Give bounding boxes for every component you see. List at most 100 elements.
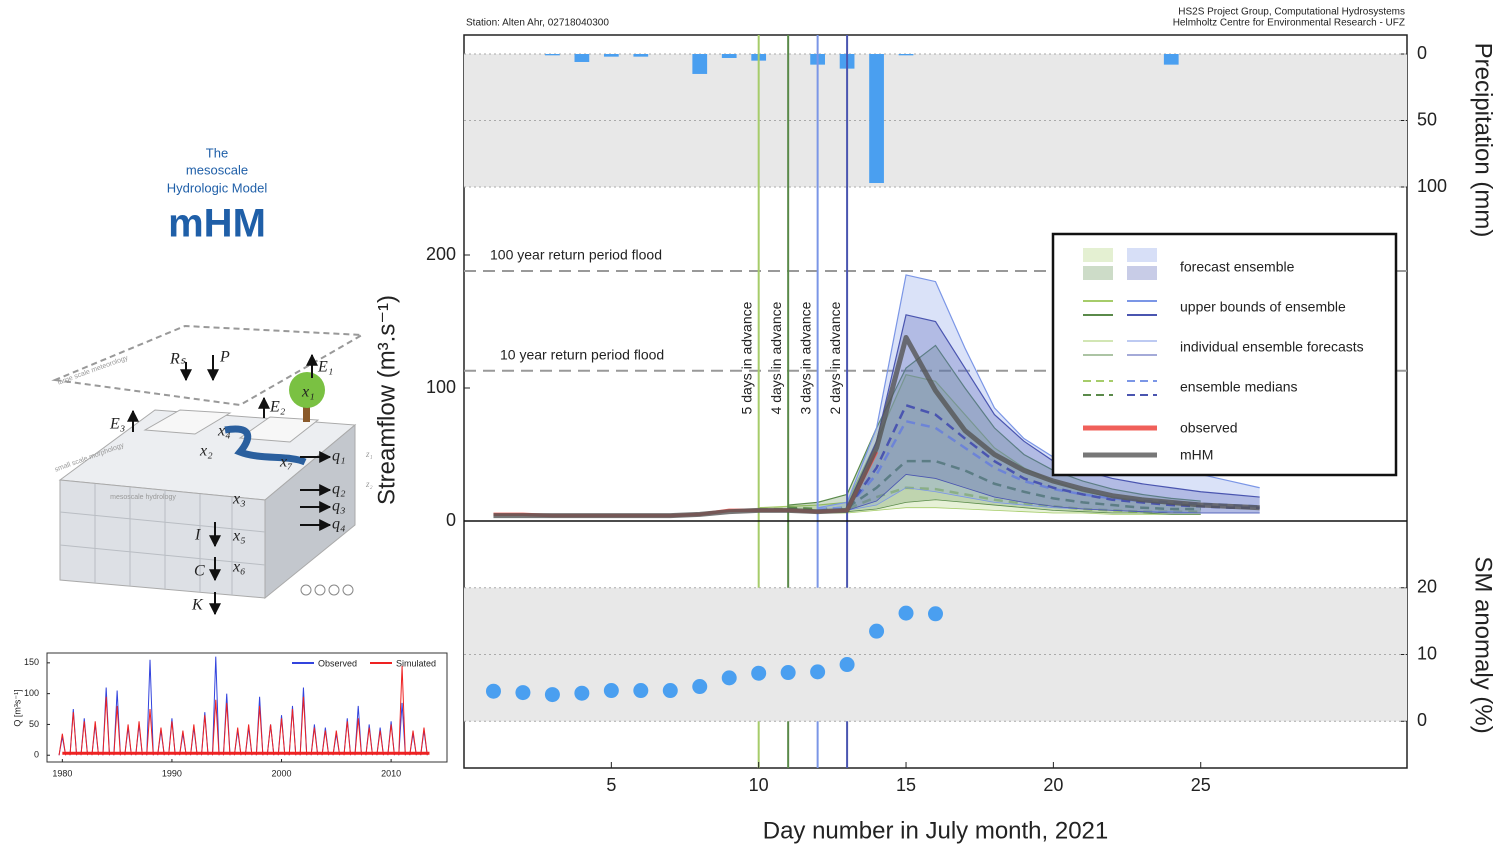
sm-point [662, 683, 678, 699]
diagram-note: large scale meteorology [57, 354, 130, 386]
ensemble-band [817, 274, 1260, 514]
flow-spike [91, 721, 100, 756]
legend-label: individual ensemble forecasts [1180, 339, 1364, 355]
y-axis-label: Precipitation (mm) [1470, 43, 1497, 238]
flow-spike [80, 721, 89, 756]
diagram-label: x₂ [199, 443, 213, 460]
license-icon [300, 584, 312, 596]
y-tick-label: 0 [1417, 43, 1427, 63]
logo-text: The [206, 145, 228, 160]
diagram-label: x₃ [232, 491, 246, 508]
sm-point [869, 623, 885, 639]
precip-bar [633, 54, 649, 57]
flow-spike [190, 724, 198, 756]
flow-spike [146, 659, 154, 756]
y-tick-label: 150 [24, 657, 39, 667]
inset-frame [46, 652, 448, 763]
x-tick-label: 10 [749, 775, 769, 795]
ensemble-lower [817, 487, 1260, 514]
x-tick-label: 15 [896, 775, 916, 795]
meteorology-plane [51, 324, 366, 407]
sm-point [928, 606, 943, 622]
legend-label: observed [1180, 420, 1238, 436]
y-tick-label: 0 [34, 750, 39, 760]
flow-spike [124, 724, 132, 756]
logo-text: mesoscale [186, 162, 248, 177]
x-tick-label: 20 [1043, 775, 1063, 795]
legend-label: upper bounds of ensemble [1180, 299, 1346, 315]
flow-spike [91, 724, 100, 756]
flow-spike [266, 724, 275, 756]
flow-spike [222, 702, 231, 756]
logo-text: Hydrologic Model [167, 180, 268, 195]
ensemble-upper [788, 344, 1201, 506]
sm-point [751, 665, 767, 681]
diagram-label: z₁ [365, 449, 373, 459]
y-tick-label: 0 [446, 510, 456, 530]
flow-spike [102, 696, 110, 756]
x-axis-label: Day number in July month, 2021 [763, 817, 1109, 844]
sm-point [633, 683, 649, 699]
tile [238, 416, 320, 443]
logo-name: mHM [168, 202, 266, 246]
diagram-label: x₄ [217, 423, 231, 440]
diagram-label: x₅ [232, 528, 246, 545]
sm-point [898, 605, 914, 621]
flow-spike [409, 730, 417, 756]
ensemble-lower [788, 499, 1201, 515]
diagram-label: x₆ [232, 559, 246, 576]
sm-point [692, 679, 708, 695]
legend-swatch [1083, 248, 1113, 262]
sm-point [839, 657, 855, 673]
flow-spike [277, 718, 286, 756]
sm-point [603, 683, 619, 699]
flow-spike [211, 699, 220, 756]
y-tick-label: 100 [1417, 176, 1447, 196]
flow-spike [376, 730, 384, 756]
y-tick-label: 100 [24, 688, 39, 698]
diagram-label: z₂ [365, 479, 373, 489]
ensemble-band [788, 345, 1201, 515]
license-icon [342, 584, 354, 596]
model-diagram: Rₛ P E₁ E₂ E₃ x₁ x₂ x₃ x₄ x₅ x₆ x₇ q₁ q₂… [51, 324, 373, 616]
diagram-label: Rₛ [169, 351, 187, 368]
station-title: Station: Alten Ahr, 02718040300 [466, 18, 609, 29]
diagram-label: x₇ [279, 454, 293, 471]
x-tick-label: 1990 [162, 768, 182, 778]
y-tick-label: 50 [1417, 109, 1437, 129]
legend-swatch [1083, 266, 1113, 280]
flow-spike [310, 727, 319, 756]
flow-spike [398, 665, 406, 756]
x-tick-label: 25 [1191, 775, 1211, 795]
flow-spike [244, 724, 253, 756]
diagram-label: q₄ [332, 516, 346, 533]
diagram-label: E₃ [109, 416, 125, 433]
flow-spike [201, 715, 209, 756]
source-line: HS2S Project Group, Computational Hydros… [1178, 7, 1405, 18]
flow-spike [321, 730, 330, 756]
flow-spike [299, 696, 308, 756]
ensemble-median [788, 459, 1201, 511]
precip-bar [1163, 54, 1179, 65]
sm-point [574, 685, 590, 701]
tile [143, 409, 232, 435]
flow-spike [354, 718, 363, 756]
forecast-issue-label: 4 days in advance [768, 301, 784, 414]
tree-trunk [303, 398, 310, 422]
precip-bar [692, 54, 708, 74]
sm-point [485, 683, 501, 699]
flow-spike [157, 727, 165, 756]
y-tick-label: 200 [426, 244, 456, 264]
flow-spike [343, 721, 352, 756]
plot-frame [463, 34, 1408, 769]
ensemble-median [758, 486, 1201, 513]
precip-bar [574, 54, 590, 62]
river [224, 425, 307, 466]
flow-spike [211, 656, 220, 756]
flow-spike [288, 709, 297, 756]
precip-bar [721, 54, 737, 58]
flow-spike [332, 730, 341, 756]
